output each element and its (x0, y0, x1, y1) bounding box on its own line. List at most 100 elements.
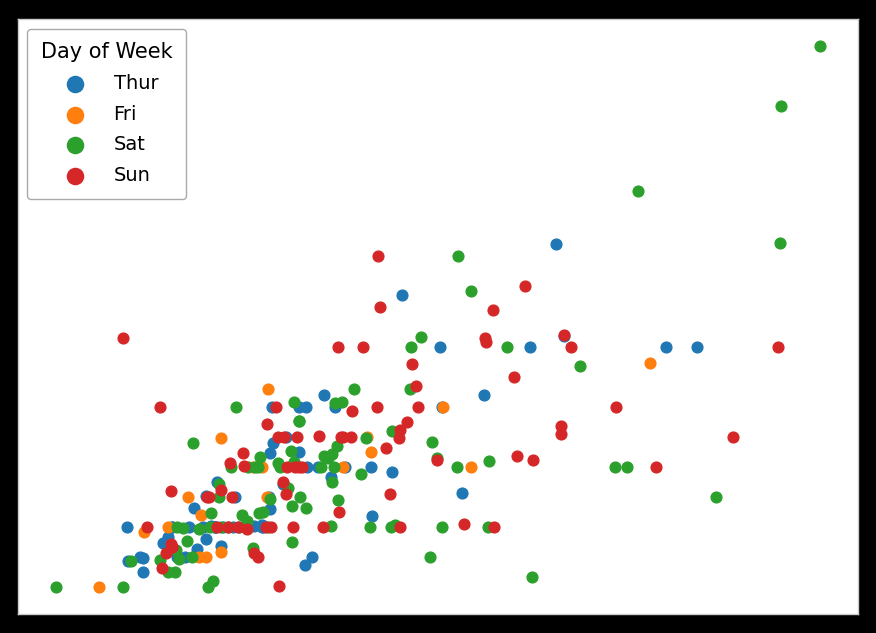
Sat (321, 453, 336, 463)
Sat (286, 397, 300, 407)
Thur (190, 544, 204, 554)
Sun (371, 251, 385, 261)
Sun (154, 563, 168, 573)
Sat (500, 341, 514, 351)
Fri (215, 547, 229, 557)
Fri (199, 552, 213, 562)
Sat (324, 477, 338, 487)
Fri (261, 384, 275, 394)
Thur (226, 522, 240, 532)
Sun (345, 406, 359, 417)
Sat (330, 441, 344, 451)
Sun (214, 485, 228, 495)
Sun (555, 421, 569, 431)
Fri (336, 461, 350, 472)
Sun (519, 282, 533, 292)
Sun (486, 306, 500, 316)
Thur (298, 560, 312, 570)
Thur (324, 472, 338, 482)
Sun (251, 552, 265, 562)
Sat (212, 492, 226, 502)
Sun (231, 522, 245, 532)
Thur (255, 522, 269, 532)
Thur (156, 538, 170, 548)
Sun (335, 432, 349, 442)
Sun (487, 522, 501, 532)
Thur (311, 461, 325, 472)
Thur (136, 553, 150, 563)
Sun (370, 401, 384, 411)
Sat (124, 555, 138, 565)
Thur (523, 341, 537, 351)
Sun (383, 489, 397, 499)
Sun (237, 448, 251, 458)
Sun (201, 492, 215, 502)
Sun (223, 458, 237, 468)
Sat (229, 401, 243, 411)
Sun (269, 401, 283, 411)
Thur (328, 401, 343, 411)
Thur (292, 447, 306, 457)
Sun (264, 522, 278, 532)
Sat (251, 461, 265, 472)
Fri (92, 582, 106, 592)
Sun (405, 359, 419, 369)
Thur (557, 331, 571, 341)
Thur (477, 389, 491, 399)
Sun (210, 522, 224, 532)
Thur (165, 522, 179, 532)
Thur (232, 522, 246, 532)
Thur (317, 390, 331, 400)
Sat (273, 461, 287, 472)
Sat (574, 361, 588, 372)
Sat (214, 522, 228, 532)
Sun (221, 522, 235, 532)
Fri (137, 527, 151, 537)
Sat (773, 237, 787, 248)
Thur (196, 522, 210, 532)
Thur (208, 522, 223, 532)
Fri (161, 522, 175, 532)
Sun (393, 425, 407, 435)
Sat (328, 398, 342, 408)
Sat (403, 384, 417, 394)
Fri (246, 461, 260, 472)
Sun (430, 454, 444, 465)
Thur (187, 503, 201, 513)
Thur (660, 341, 674, 351)
Thur (136, 567, 150, 577)
Fri (215, 433, 229, 443)
Sat (385, 425, 399, 436)
Sun (272, 581, 286, 591)
Sat (286, 457, 300, 467)
Sun (240, 524, 254, 534)
Thur (208, 522, 222, 532)
Sun (609, 401, 623, 411)
Sun (479, 337, 493, 348)
Sat (405, 341, 419, 351)
Sat (212, 479, 226, 489)
Sun (526, 455, 540, 465)
Sat (116, 582, 130, 592)
Sat (358, 433, 372, 443)
Sun (412, 401, 426, 411)
Sun (237, 460, 251, 470)
Thur (265, 401, 279, 411)
Thur (364, 461, 378, 472)
Sat (323, 521, 337, 531)
Sat (347, 384, 361, 394)
Sun (356, 341, 370, 351)
Sat (180, 536, 194, 546)
Sat (434, 522, 449, 532)
Sat (354, 469, 368, 479)
Sun (140, 522, 154, 532)
Sat (236, 510, 250, 520)
Thur (279, 432, 293, 442)
Sat (206, 576, 220, 586)
Sun (280, 461, 294, 472)
Thur (199, 534, 213, 544)
Sun (336, 432, 350, 442)
Thur (385, 467, 399, 477)
Sun (166, 542, 180, 553)
Sun (290, 432, 304, 442)
